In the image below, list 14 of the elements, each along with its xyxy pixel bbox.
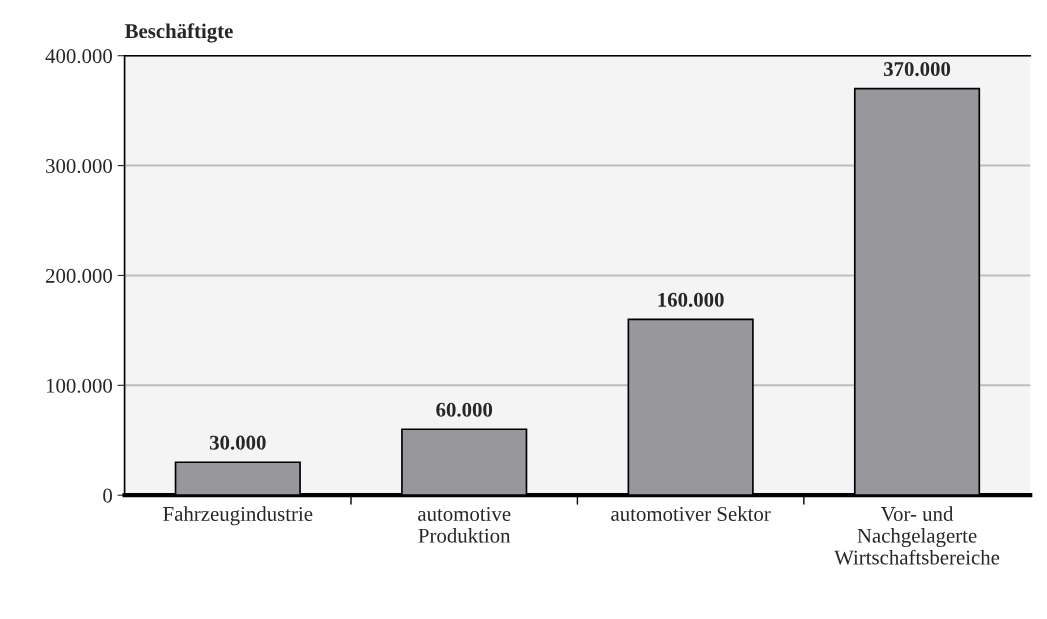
y-tick-label: 200.000	[45, 268, 112, 283]
data-label: 370.000	[883, 62, 951, 77]
x-tick-label: Vor- und Nachgelagerte Wirtschaftsbereiche	[834, 506, 1000, 565]
x-tick-label: automotive Produktion	[418, 506, 511, 543]
y-tick-label: 300.000	[46, 158, 112, 174]
data-label: 160.000	[658, 292, 724, 307]
data-label: 60.000	[436, 402, 493, 417]
y-tick-label: 0	[103, 488, 112, 503]
y-axis-title: Beschäftigte	[124, 23, 233, 43]
y-tick-label: 100.000	[46, 378, 112, 393]
x-tick-label: Fahrzeugindustrie	[163, 506, 313, 526]
y-tick-label: 400.000	[45, 49, 112, 64]
x-tick-label: automotiver Sektor	[611, 506, 771, 521]
data-label: 30.000	[209, 435, 266, 450]
